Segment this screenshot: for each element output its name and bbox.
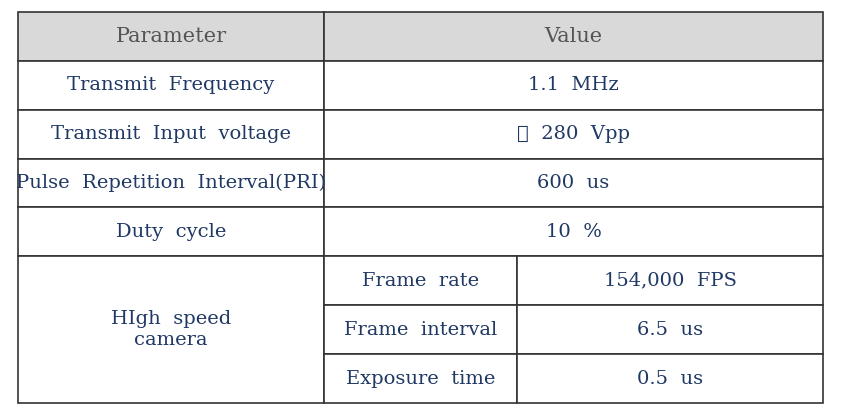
Bar bbox=[324, 110, 823, 159]
Bar bbox=[324, 12, 823, 61]
Text: Frame  rate: Frame rate bbox=[362, 272, 479, 290]
Text: 6.5  us: 6.5 us bbox=[637, 321, 703, 339]
Bar bbox=[18, 159, 324, 208]
Text: Duty  cycle: Duty cycle bbox=[116, 223, 226, 241]
Bar bbox=[324, 61, 823, 110]
Text: 0.5  us: 0.5 us bbox=[637, 370, 703, 388]
Bar bbox=[324, 305, 517, 354]
Text: HIgh  speed
camera: HIgh speed camera bbox=[111, 310, 231, 349]
Text: 600  us: 600 us bbox=[537, 174, 610, 192]
Text: Transmit  Frequency: Transmit Frequency bbox=[67, 76, 274, 94]
Text: Parameter: Parameter bbox=[115, 27, 226, 46]
Bar bbox=[517, 256, 823, 305]
Text: 10  %: 10 % bbox=[546, 223, 601, 241]
Bar bbox=[18, 208, 324, 256]
Bar bbox=[517, 305, 823, 354]
Bar bbox=[324, 256, 517, 305]
Text: Frame  interval: Frame interval bbox=[344, 321, 497, 339]
Text: 154,000  FPS: 154,000 FPS bbox=[604, 272, 737, 290]
Bar bbox=[18, 110, 324, 159]
Bar bbox=[324, 159, 823, 208]
Text: Pulse  Repetition  Interval(PRI): Pulse Repetition Interval(PRI) bbox=[16, 174, 326, 192]
Bar bbox=[324, 208, 823, 256]
Text: Value: Value bbox=[544, 27, 602, 46]
Text: Transmit  Input  voltage: Transmit Input voltage bbox=[51, 125, 291, 143]
Text: 1.1  MHz: 1.1 MHz bbox=[528, 76, 619, 94]
Text: Exposure  time: Exposure time bbox=[346, 370, 495, 388]
Bar bbox=[324, 354, 517, 403]
Text: 약  280  Vpp: 약 280 Vpp bbox=[517, 125, 630, 143]
Bar bbox=[18, 256, 324, 403]
Bar bbox=[18, 12, 324, 61]
Bar bbox=[517, 354, 823, 403]
Bar bbox=[18, 61, 324, 110]
